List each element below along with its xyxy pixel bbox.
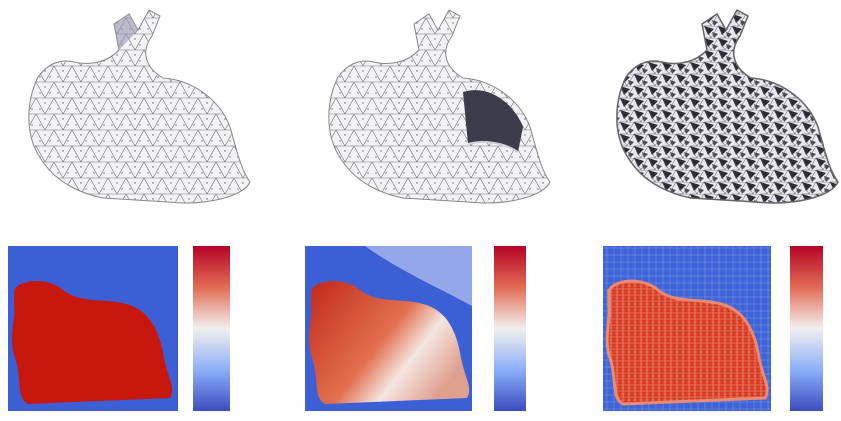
mesh-original <box>29 10 250 203</box>
mesh-noisy <box>617 10 838 203</box>
figure <box>0 0 841 416</box>
colorbar <box>790 246 823 411</box>
map-damaged <box>305 246 472 411</box>
map-original <box>8 246 178 411</box>
page: (() => { const data = JSON.parse(documen… <box>0 0 841 416</box>
colorbar <box>494 246 526 411</box>
map-noisy <box>603 246 771 411</box>
colorbar <box>193 246 230 411</box>
mesh-damaged <box>329 10 550 203</box>
